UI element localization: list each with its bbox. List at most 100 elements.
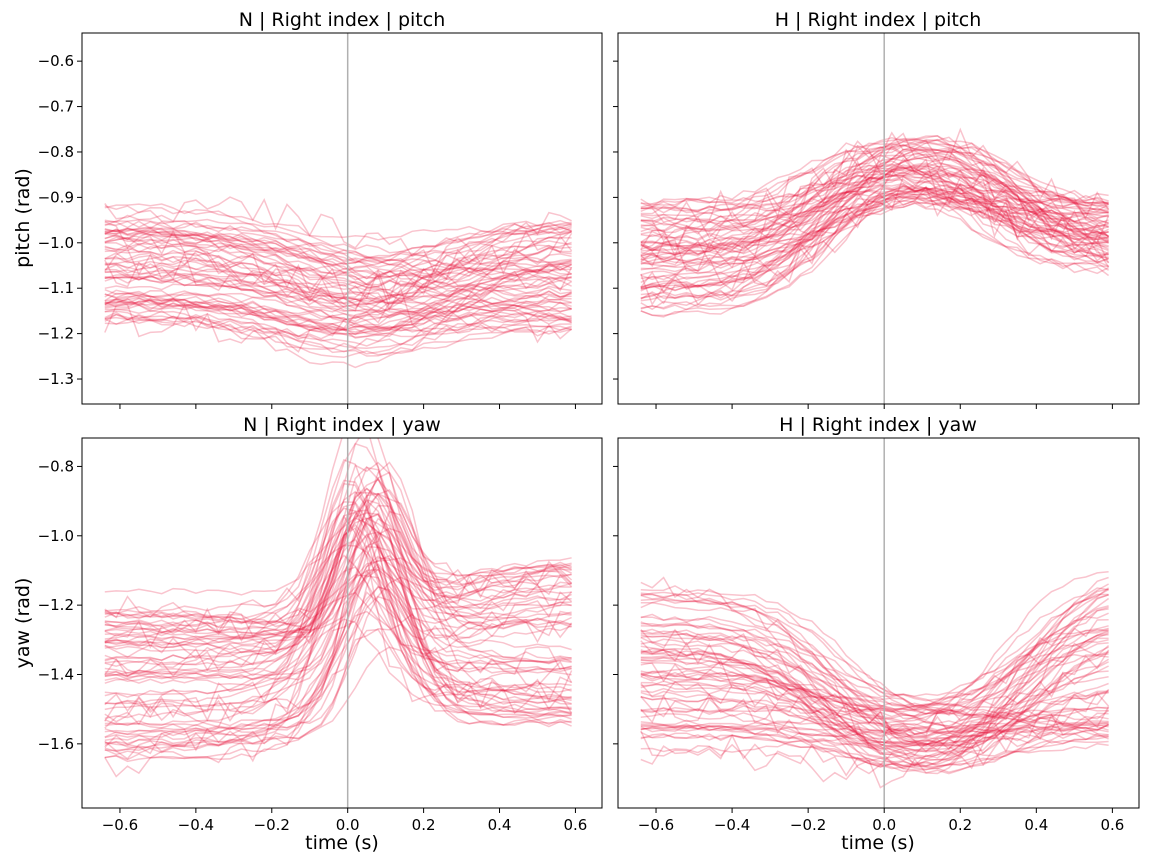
series-line xyxy=(104,555,572,746)
series-line xyxy=(104,226,572,319)
series-line xyxy=(104,510,572,713)
series-line xyxy=(104,531,572,738)
x-tick-label: −0.2 xyxy=(790,816,826,834)
series-line xyxy=(640,594,1109,736)
subplot-n-pitch: N | Right index | pitch −0.6 −0.7 −0.8 −0.9… xyxy=(12,9,603,409)
series-line xyxy=(104,492,573,678)
series-line xyxy=(104,228,572,268)
subplot-h-yaw: H | Right index | yaw −0.6 −0.4 −0.2 0.0 0.2… xyxy=(613,414,1140,854)
series-line xyxy=(104,232,572,291)
series-line xyxy=(104,225,572,266)
series-line xyxy=(640,587,1110,702)
series-line xyxy=(104,236,572,278)
series-line xyxy=(640,628,1110,756)
series-line xyxy=(640,199,1109,291)
series-line xyxy=(104,263,572,309)
series-line xyxy=(640,202,1109,288)
series-line xyxy=(640,140,1110,252)
series-line xyxy=(640,153,1109,292)
series-line xyxy=(104,276,572,335)
series-line xyxy=(104,542,573,723)
series-line xyxy=(104,487,572,720)
series-line xyxy=(104,512,572,727)
series-line xyxy=(640,146,1109,252)
series-line xyxy=(640,147,1109,258)
series-line xyxy=(640,156,1109,239)
y-tick-label: −1.6 xyxy=(38,735,74,753)
series-line xyxy=(640,667,1109,761)
subplot-title: H | Right index | pitch xyxy=(775,9,982,31)
series-line xyxy=(640,628,1109,714)
series-line xyxy=(640,669,1109,735)
y-tick-label: −1.0 xyxy=(38,527,74,545)
series-line xyxy=(640,588,1109,698)
series-line xyxy=(640,594,1109,737)
series-line xyxy=(640,197,1109,311)
series-line xyxy=(104,318,572,357)
series-line xyxy=(104,566,572,692)
series-line xyxy=(104,646,572,746)
series-line xyxy=(104,243,572,313)
series-line xyxy=(640,178,1109,252)
subplot-n-yaw: N | Right index | yaw −0.6 −0.4 −0.2 0.0 0.2… xyxy=(12,414,603,854)
series-line xyxy=(104,504,573,677)
x-tick-label: 0.6 xyxy=(1100,816,1124,834)
y-tick-label: −0.7 xyxy=(38,98,74,116)
series-line xyxy=(640,619,1109,775)
x-tick-label: −0.4 xyxy=(714,816,750,834)
series-line xyxy=(640,649,1109,770)
series-line xyxy=(640,720,1109,741)
series-line xyxy=(104,581,572,741)
axes-frame xyxy=(617,437,1140,809)
series-line xyxy=(104,517,572,715)
series-line xyxy=(104,227,572,280)
y-axis-label: pitch (rad) xyxy=(12,168,34,268)
series-line xyxy=(104,524,572,699)
series-line xyxy=(640,150,1109,206)
series-line xyxy=(104,205,572,241)
series-line xyxy=(104,591,572,677)
x-axis-label: time (s) xyxy=(305,832,379,854)
series-line xyxy=(104,230,572,287)
series-line xyxy=(104,570,572,760)
y-axis-label: yaw (rad) xyxy=(12,578,34,669)
series-line xyxy=(640,182,1110,268)
series-line xyxy=(640,632,1109,725)
x-tick-label: 0.6 xyxy=(564,816,588,834)
series-line xyxy=(640,166,1109,237)
series-line xyxy=(640,192,1109,256)
series-line xyxy=(104,471,572,701)
series-line xyxy=(104,517,572,628)
series-line xyxy=(104,246,572,313)
series-line xyxy=(640,724,1109,739)
series-line xyxy=(640,583,1109,762)
series-line xyxy=(640,657,1109,745)
series-line xyxy=(640,162,1109,276)
series-line xyxy=(104,225,572,306)
series-line xyxy=(104,513,572,711)
series-line xyxy=(640,645,1109,768)
series-line xyxy=(640,650,1110,773)
series-line xyxy=(104,227,572,295)
series-line xyxy=(104,527,572,752)
series-line xyxy=(640,680,1110,755)
series-line xyxy=(104,517,572,626)
series-line xyxy=(104,230,572,320)
series-line xyxy=(640,633,1109,768)
series-line xyxy=(104,545,572,705)
y-tick-label: −1.2 xyxy=(38,325,74,343)
series-line xyxy=(640,599,1109,727)
series-line xyxy=(640,639,1109,728)
series-line xyxy=(640,180,1109,265)
series-line xyxy=(640,185,1110,246)
series-line xyxy=(104,610,572,733)
series-line xyxy=(104,247,573,344)
series-line xyxy=(640,187,1109,275)
series-line xyxy=(104,274,572,321)
series-line xyxy=(640,597,1110,739)
series-line xyxy=(640,185,1109,294)
series-line xyxy=(640,719,1109,767)
series-line xyxy=(104,591,573,778)
series-line xyxy=(104,290,572,350)
axes-frame xyxy=(81,32,603,405)
